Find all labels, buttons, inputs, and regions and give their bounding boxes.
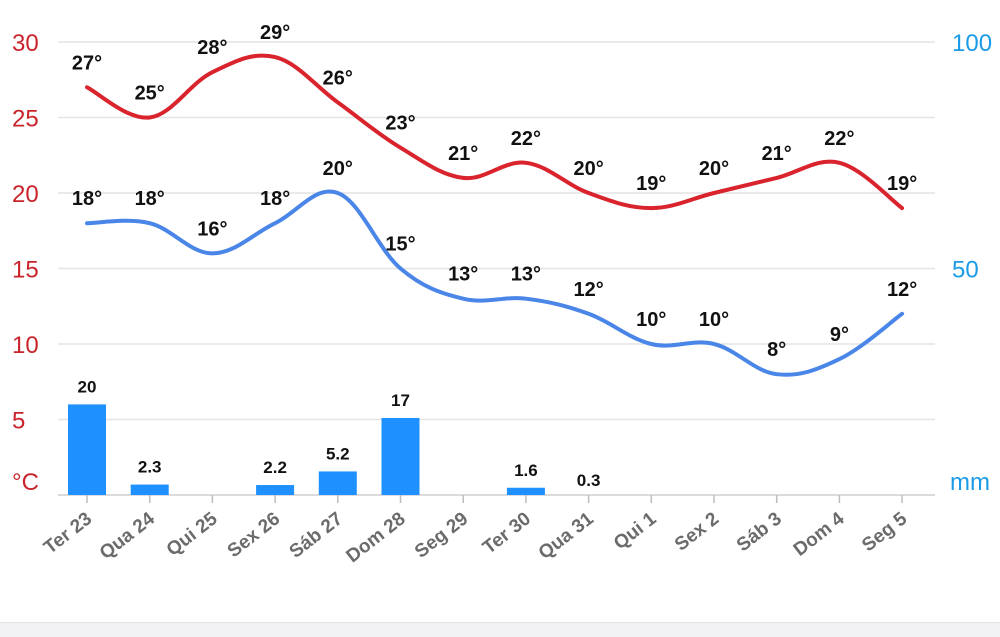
max-temp-label: 21°: [448, 143, 478, 165]
precip-bar: [130, 484, 169, 495]
precip-bar: [318, 471, 357, 495]
min-temp-label: 18°: [135, 188, 165, 210]
precip-label: 2.3: [138, 458, 162, 477]
min-temp-label: 15°: [385, 234, 415, 256]
day-label: Qua 24: [96, 508, 159, 564]
day-label: Seg 5: [858, 508, 911, 556]
max-temp-label: 29°: [260, 22, 290, 44]
max-temp-label: 28°: [197, 37, 227, 59]
max-temp-line: [85, 53, 905, 211]
weather-forecast-chart: 30 25 20 15 10 5 °C 100 50 mm 20 2.3 2.2 5.2 17 1.6 0.…: [12, 22, 992, 567]
min-temp-label: 16°: [197, 218, 227, 240]
y-right-tick-label: 50: [952, 257, 979, 284]
day-label: Dom 4: [790, 508, 849, 561]
max-temp-label: 27°: [72, 52, 102, 74]
max-temp-label: 22°: [511, 128, 541, 150]
day-label: Sáb 3: [733, 508, 786, 556]
precip-label: 2.2: [263, 458, 287, 477]
gridlines: [58, 41, 935, 496]
max-temp-label: 20°: [573, 158, 603, 180]
precip-label: 5.2: [326, 444, 350, 463]
day-label: Sáb 27: [286, 508, 347, 562]
y-left-tick-label: 5: [12, 408, 25, 435]
y-left-tick-label: 30: [12, 30, 39, 57]
min-temp-label: 9°: [830, 324, 849, 346]
min-temp-label: 18°: [72, 188, 102, 210]
max-temp-label: 20°: [699, 158, 729, 180]
precipitation-bars: 20 2.3 2.2 5.2 17 1.6 0.3: [68, 377, 600, 495]
day-label: Sex 2: [671, 508, 723, 555]
right-axis: 100 50 mm: [950, 30, 992, 496]
data-labels: 27° 25° 28° 29° 26° 23° 21° 22° 20° 19° 20° 21° 22° 1…: [72, 22, 917, 361]
day-label: Qui 1: [610, 508, 661, 554]
y-right-unit-label: mm: [950, 469, 990, 496]
precip-bar: [68, 404, 106, 495]
day-label: Ter 23: [40, 508, 96, 558]
day-label: Qui 25: [163, 508, 222, 561]
day-label: Qua 31: [535, 508, 598, 564]
precip-label: 20: [78, 377, 97, 396]
y-left-tick-label: 10: [12, 332, 39, 359]
max-temp-label: 19°: [887, 173, 917, 195]
y-left-unit-label: °C: [12, 469, 39, 496]
max-temp-label: 19°: [636, 173, 666, 195]
day-label: Ter 30: [479, 508, 535, 558]
precip-bar: [506, 487, 545, 495]
y-left-tick-label: 20: [12, 181, 39, 208]
temperature-lines: [85, 53, 905, 377]
day-label: Dom 28: [343, 508, 410, 567]
y-left-tick-label: 15: [12, 257, 39, 284]
min-temp-label: 20°: [323, 158, 353, 180]
max-temp-label: 26°: [323, 67, 353, 89]
min-temp-label: 13°: [448, 264, 478, 286]
min-temp-label: 12°: [573, 279, 603, 301]
min-temp-label: 8°: [767, 339, 786, 361]
min-temp-label: 13°: [511, 264, 541, 286]
min-temp-line: [85, 189, 905, 377]
min-temp-label: 18°: [260, 188, 290, 210]
max-temp-label: 25°: [135, 83, 165, 105]
day-label: Sex 26: [224, 508, 284, 562]
min-temp-label: 10°: [636, 309, 666, 331]
y-right-tick-label: 100: [952, 30, 992, 57]
y-left-tick-label: 25: [12, 106, 39, 133]
max-temp-label: 22°: [824, 128, 854, 150]
max-temp-label: 23°: [385, 113, 415, 135]
precip-bar: [381, 417, 420, 495]
precip-label: 17: [391, 391, 410, 410]
day-label: Seg 29: [411, 508, 472, 562]
min-temp-label: 12°: [887, 279, 917, 301]
bottom-bar: [0, 622, 1000, 637]
left-axis: 30 25 20 15 10 5 °C: [12, 30, 39, 496]
max-temp-label: 21°: [762, 143, 792, 165]
precip-label: 0.3: [577, 471, 601, 490]
min-temp-label: 10°: [699, 309, 729, 331]
precip-bar: [256, 485, 295, 495]
precip-label: 1.6: [514, 461, 538, 480]
